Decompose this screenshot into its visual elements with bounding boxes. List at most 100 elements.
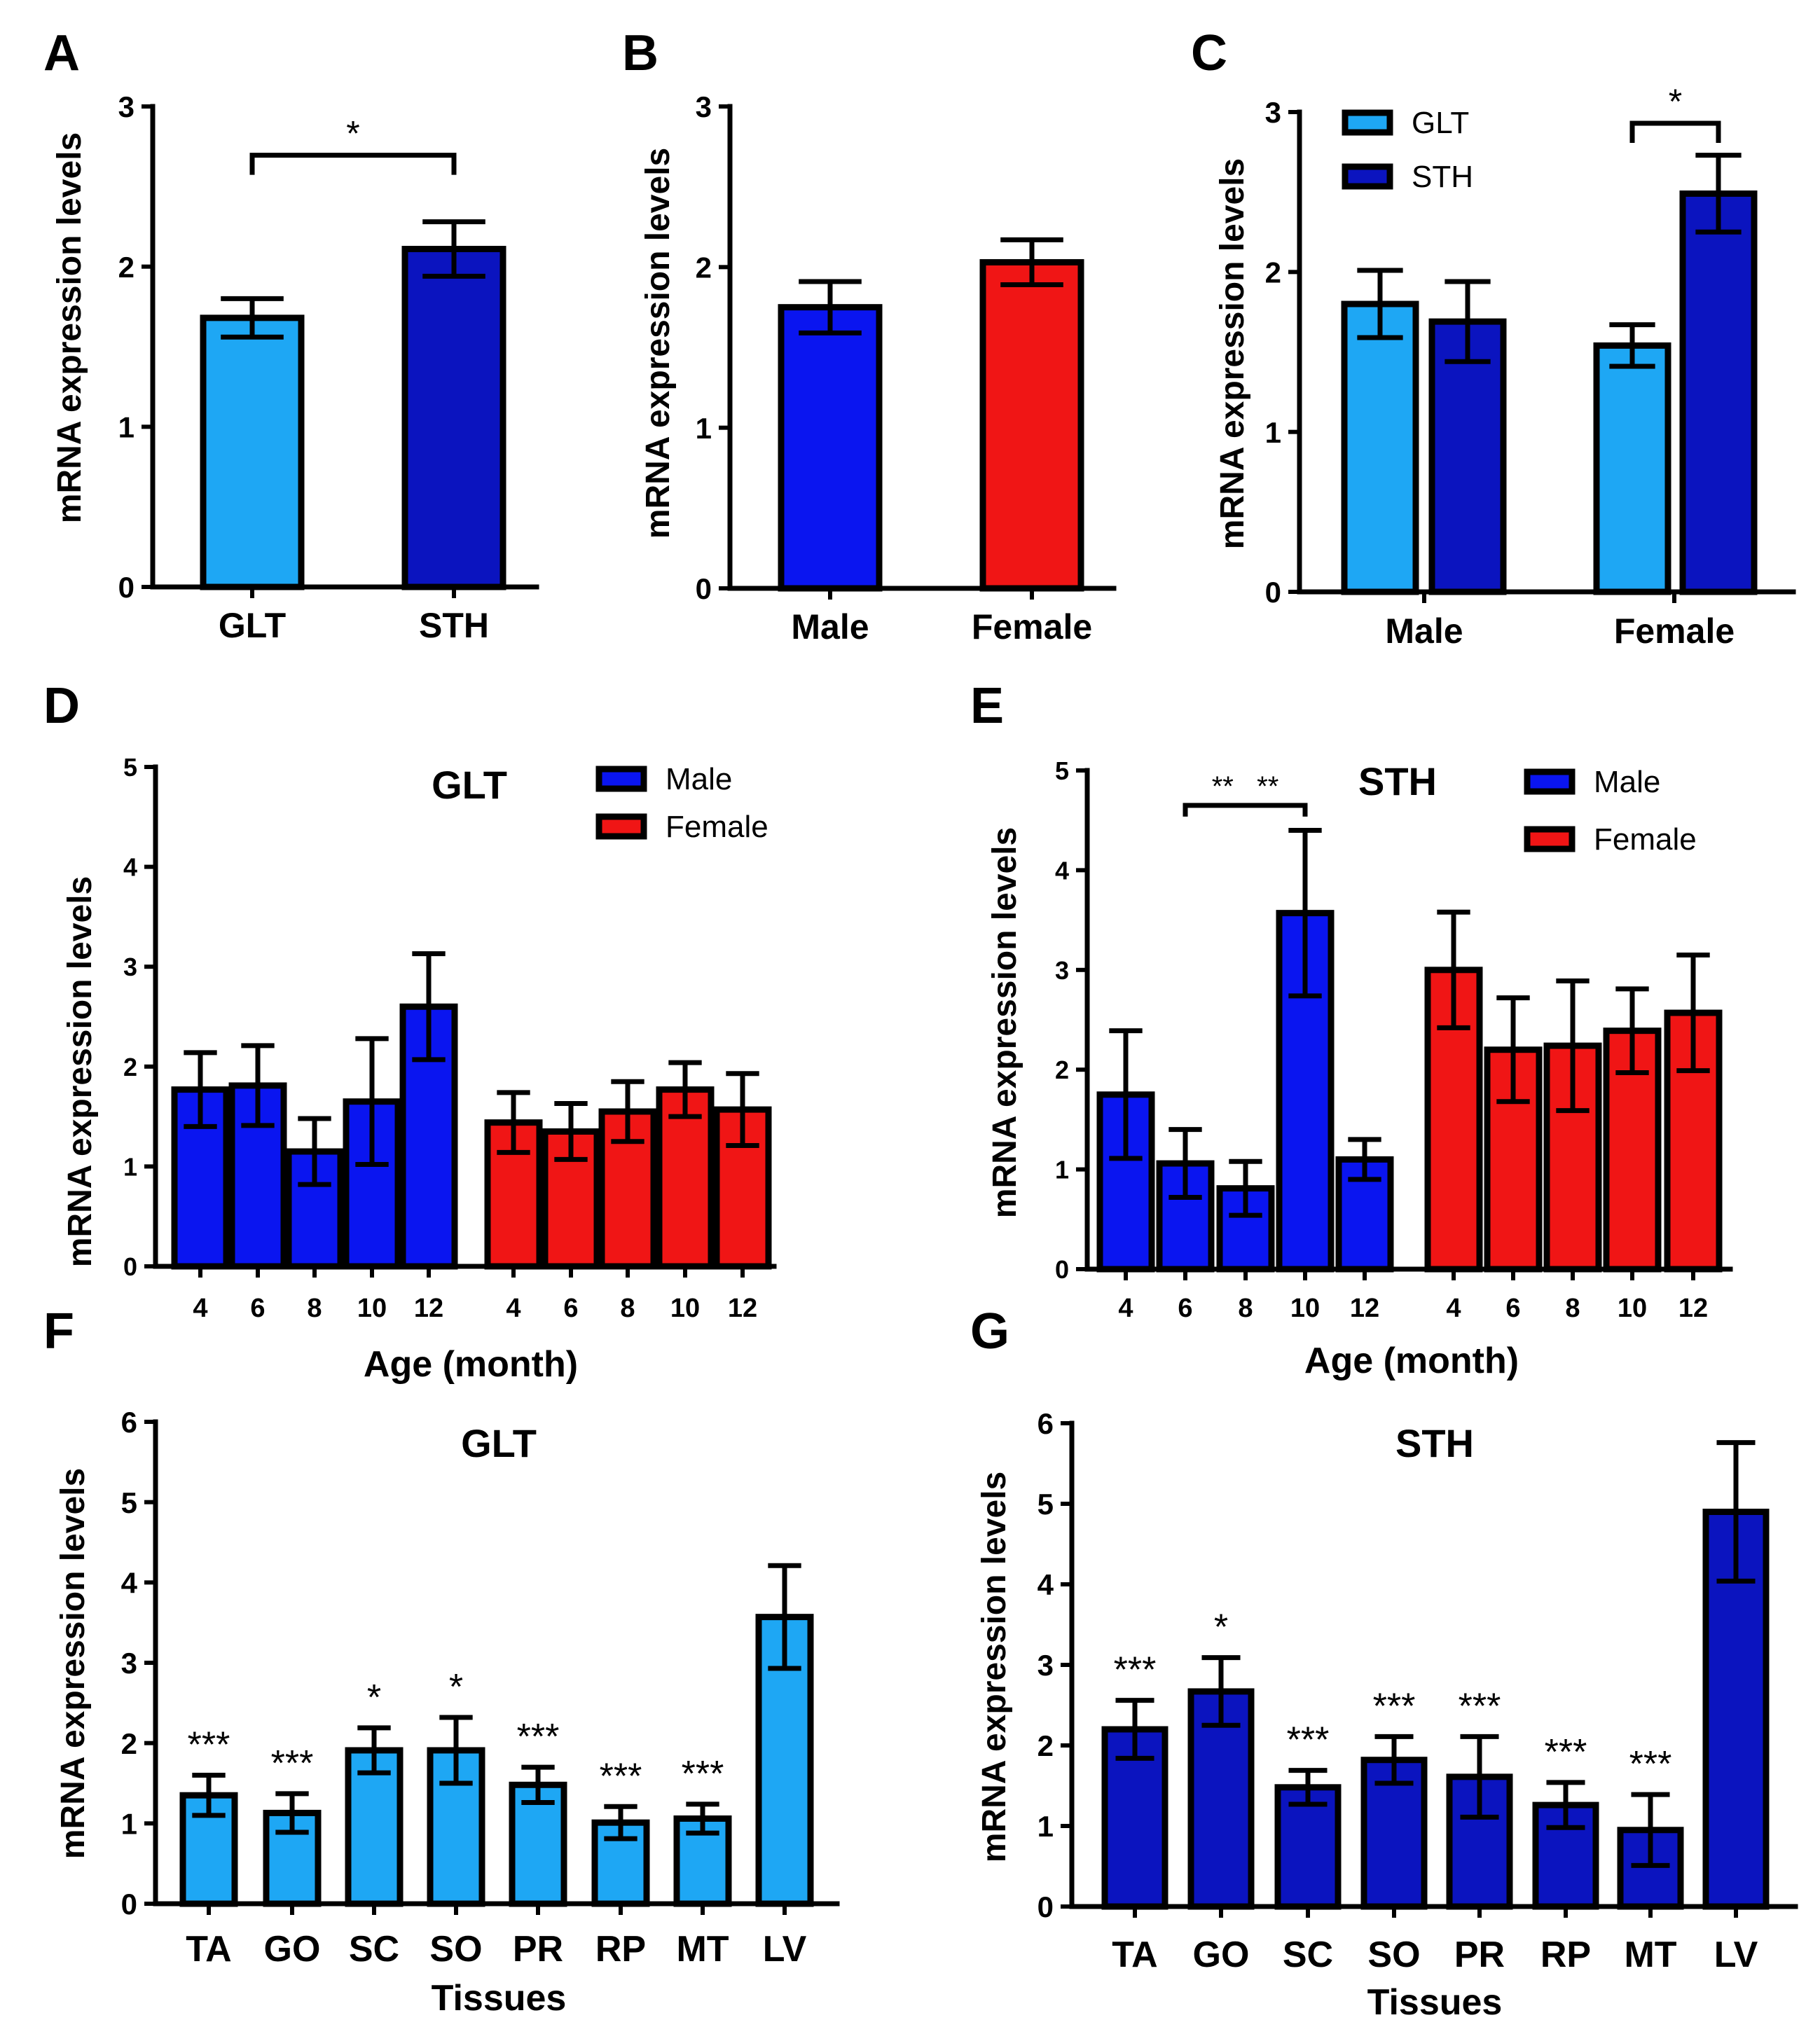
y-tick-label: 0 xyxy=(1055,1255,1069,1284)
y-tick-label: 4 xyxy=(121,1566,138,1599)
error-bar xyxy=(412,951,446,1063)
x-tick-label: 6 xyxy=(563,1294,578,1323)
x-tick-label: 10 xyxy=(670,1294,700,1323)
bar xyxy=(200,314,305,590)
x-tick-label: SO xyxy=(1367,1935,1420,1975)
error-bar xyxy=(668,1060,702,1119)
bar xyxy=(263,1809,322,1907)
error-bar xyxy=(1676,952,1710,1074)
x-tick-label: 8 xyxy=(1238,1294,1253,1323)
x-tick-label: GO xyxy=(264,1929,321,1970)
error-bar xyxy=(357,1725,391,1776)
y-tick-label: 0 xyxy=(1037,1890,1054,1923)
error-bar xyxy=(1288,827,1322,999)
y-tick-label: 5 xyxy=(123,753,137,782)
x-tick-label: 10 xyxy=(1618,1294,1647,1323)
significance-label: *** xyxy=(1114,1650,1157,1691)
error-bar xyxy=(298,1116,331,1187)
error-bar xyxy=(355,1036,389,1168)
x-tick-label: 6 xyxy=(250,1294,265,1323)
y-tick-label: 2 xyxy=(123,1053,137,1081)
y-tick-label: 1 xyxy=(118,410,135,443)
y-tick-label: 2 xyxy=(1265,256,1281,289)
error-bar xyxy=(1437,909,1470,1030)
panel-c: C 0 1 2 3 mRNA expression levels Male Female GLT… xyxy=(1191,25,1796,651)
bar xyxy=(778,304,883,592)
panel-f: F 0 1 2 3 4 5 6 mRNA expression levels GLT Tissues… xyxy=(43,1303,840,2019)
x-tick-label: 8 xyxy=(620,1294,635,1323)
error-bar xyxy=(1000,237,1063,288)
x-axis-label: Age (month) xyxy=(1304,1341,1519,1381)
error-bar xyxy=(439,1715,473,1786)
x-tick-label: 6 xyxy=(1505,1294,1520,1323)
x-tick-label: RP xyxy=(1540,1935,1591,1975)
legend-label: Female xyxy=(1594,822,1697,857)
error-bar xyxy=(1615,986,1649,1075)
error-bar xyxy=(1168,1127,1202,1200)
error-bar xyxy=(422,219,485,279)
panel-label: C xyxy=(1191,25,1227,81)
error-bar xyxy=(1357,268,1403,340)
x-tick-label: MT xyxy=(1624,1935,1676,1975)
y-tick-label: 0 xyxy=(118,571,135,604)
x-tick-label: RP xyxy=(595,1929,646,1970)
significance-label: *** xyxy=(682,1754,724,1794)
significance-label: * xyxy=(346,114,359,153)
y-tick-label: 6 xyxy=(1037,1407,1054,1440)
error-bar xyxy=(686,1801,719,1836)
x-tick-label: 12 xyxy=(728,1294,757,1323)
error-bar xyxy=(768,1563,801,1671)
significance-label: *** xyxy=(1287,1720,1330,1761)
legend-swatch xyxy=(1524,826,1576,852)
x-tick-label: Male xyxy=(791,607,869,646)
error-bar xyxy=(1109,1028,1143,1161)
error-bar xyxy=(1609,322,1655,369)
x-axis-label: Age (month) xyxy=(364,1344,578,1385)
y-tick-label: 6 xyxy=(121,1406,137,1439)
panel-label: F xyxy=(43,1303,74,1360)
error-bar xyxy=(726,1071,759,1148)
x-axis-label: Tissues xyxy=(1367,1982,1503,2023)
x-tick-label: 10 xyxy=(357,1294,387,1323)
x-tick-label: LV xyxy=(763,1929,807,1970)
significance-label: *** xyxy=(1459,1686,1501,1727)
error-bar xyxy=(1460,1734,1499,1820)
chart-title: GLT xyxy=(432,763,507,807)
x-tick-label: 4 xyxy=(193,1294,207,1323)
error-bar xyxy=(1546,1780,1585,1830)
y-axis-label: mRNA expression levels xyxy=(55,1468,92,1859)
error-bar xyxy=(1496,995,1530,1105)
significance-label: *** xyxy=(1373,1686,1416,1727)
x-tick-label: GLT xyxy=(219,606,286,645)
x-tick-label: 12 xyxy=(1350,1294,1379,1323)
significance-label: *** xyxy=(600,1756,642,1797)
significance-label: *** xyxy=(188,1725,230,1766)
significance-label: ** ** xyxy=(1212,771,1279,802)
x-tick-label: SC xyxy=(349,1929,399,1970)
significance-label: * xyxy=(367,1677,381,1718)
x-tick-label: SO xyxy=(429,1929,482,1970)
y-tick-label: 1 xyxy=(1037,1810,1054,1843)
error-bar xyxy=(1556,978,1590,1114)
y-tick-label: 5 xyxy=(121,1486,137,1519)
y-tick-label: 1 xyxy=(123,1152,137,1181)
significance-bracket xyxy=(249,153,457,175)
x-tick-label: SC xyxy=(1283,1935,1333,1975)
y-tick-label: 1 xyxy=(121,1807,137,1840)
y-tick-label: 3 xyxy=(118,90,135,123)
error-bar xyxy=(1115,1698,1154,1761)
significance-label: *** xyxy=(1545,1732,1587,1773)
panel-a: A 0 1 2 3 mRNA expression levels GLT STH * xyxy=(43,25,539,645)
significance-label: *** xyxy=(271,1743,314,1784)
panel-label: B xyxy=(622,25,659,81)
significance-bracket xyxy=(1629,120,1721,143)
y-tick-label: 2 xyxy=(1037,1729,1054,1762)
y-tick-label: 3 xyxy=(1265,96,1281,129)
legend-swatch xyxy=(595,813,647,840)
error-bar xyxy=(1229,1158,1262,1218)
y-tick-label: 3 xyxy=(1055,956,1069,985)
y-tick-label: 2 xyxy=(121,1727,137,1760)
chart-title: STH xyxy=(1395,1421,1474,1465)
